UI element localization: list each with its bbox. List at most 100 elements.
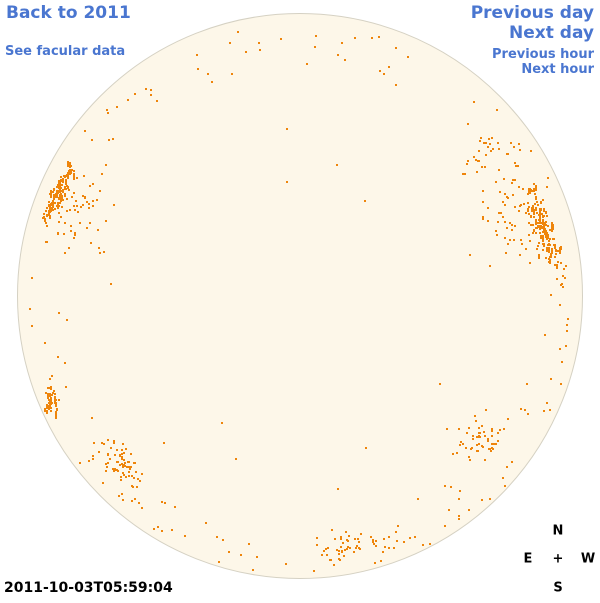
sunspot-dot [559,304,561,306]
sunspot-dot [54,202,56,204]
sunspot-dot [150,94,152,96]
facular-data-link[interactable]: See facular data [5,44,126,59]
sunspot-dot [518,186,520,188]
sunspot-dot [382,551,384,553]
sunspot-dot [546,402,548,404]
sunspot-dot [472,438,474,440]
sunspot-dot [559,348,561,350]
sunspot-dot [505,252,507,254]
next-hour-link[interactable]: Next hour [521,62,594,77]
sunspot-dot [490,150,492,152]
sunspot-dot [333,564,335,566]
sunspot-dot [502,201,504,203]
sunspot-dot [458,498,460,500]
sunspot-dot [481,445,483,447]
sunspot-dot [491,428,493,430]
sunspot-dot [464,173,466,175]
sunspot-dot [551,250,553,254]
back-to-year-link[interactable]: Back to 2011 [6,3,131,23]
sunspot-dot [514,225,516,227]
sunspot-dot [497,142,499,144]
sunspot-dot [499,191,501,193]
sunspot-dot [345,531,347,533]
sunspot-dot [517,165,519,167]
sunspot-dot [123,474,125,476]
next-day-link[interactable]: Next day [509,23,594,43]
sunspot-dot [495,230,497,232]
sunspot-dot [59,183,61,186]
sunspot-dot [533,216,535,218]
sunspot-dot [108,139,110,141]
sunspot-dot [481,499,483,501]
sunspot-dot [475,159,477,161]
sunspot-dot [487,440,489,442]
sunspot-dot [473,101,475,103]
sunspot-dot [75,200,77,202]
sunspot-dot [489,143,491,145]
sunspot-dot [315,35,317,37]
sunspot-dot [68,189,70,191]
sunspot-dot [520,204,522,206]
sunspot-dot [541,213,543,215]
sunspot-dot [42,217,44,219]
sunspot-dot [532,224,534,226]
sunspot-dot [535,209,537,211]
previous-day-link[interactable]: Previous day [470,3,594,23]
sunspot-dot [547,225,549,227]
sunspot-dot [132,486,134,488]
sunspot-dot [563,268,565,270]
sunspot-dot [537,225,539,227]
sunspot-dot [340,536,342,538]
previous-hour-link[interactable]: Previous hour [492,47,594,62]
sunspot-dot [534,203,536,205]
sunspot-dot [546,236,548,238]
sunspot-dot [562,275,564,277]
sunspot-dot [90,242,92,244]
sunspot-dot [550,253,552,258]
sunspot-dot [65,179,67,184]
sunspot-dot [532,207,534,209]
sunspot-dot [119,464,121,466]
sunspot-dot [509,239,511,241]
sunspot-dot [395,84,397,86]
sunspot-dot [547,234,549,239]
sunspot-dot [532,205,534,207]
sunspot-dot [66,210,68,212]
sunspot-dot [133,477,135,479]
sunspot-dot [538,214,540,216]
sunspot-dot [125,476,127,478]
sunspot-dot [43,213,45,215]
sunspot-dot [354,37,356,39]
sunspot-dot [448,509,450,511]
sunspot-dot [506,227,508,229]
sunspot-dot [482,218,484,220]
sunspot-dot [105,463,107,465]
sunspot-dot [556,264,558,266]
sunspot-dot [551,248,553,250]
sunspot-dot [107,462,109,464]
compass-west-label: W [580,551,596,567]
sunspot-dot [527,208,529,212]
sunspot-dot [103,251,105,253]
sunspot-dot [542,237,544,240]
sunspot-dot [50,394,52,396]
sunspot-dot [49,193,51,195]
sunspot-dot [540,209,542,211]
sunspot-dot [511,229,513,231]
sunspot-dot [55,399,57,401]
sunspot-dot [51,204,53,206]
sunspot-dot [118,495,120,497]
sunspot-dot [216,536,218,538]
sunspot-dot [50,386,52,390]
sunspot-dot [561,361,563,363]
sunspot-dot [536,222,538,224]
sunspot-dot [336,164,338,166]
sunspot-dot [495,443,497,445]
sunspot-dot [84,130,86,132]
sunspot-dot [487,438,489,440]
sunspot-dot [527,202,529,204]
sunspot-dot [515,165,517,167]
sunspot-dot [548,247,550,253]
sunspot-dot [52,392,54,394]
sunspot-dot [99,252,101,254]
